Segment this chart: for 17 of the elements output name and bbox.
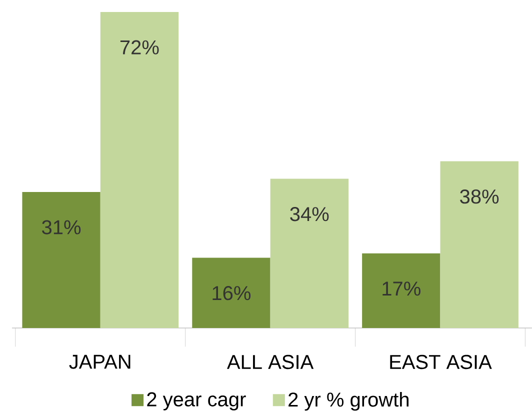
legend-label: 2 year cagr	[147, 392, 246, 410]
data-label: 16%	[212, 286, 251, 300]
bar	[192, 258, 270, 328]
data-label: 17%	[382, 282, 420, 296]
x-tick-label: ALL ASIA	[226, 354, 314, 370]
data-label: 31%	[42, 220, 81, 234]
data-label: 72%	[120, 40, 159, 54]
legend-label: 2 yr % growth	[288, 392, 408, 411]
bar	[440, 161, 518, 328]
x-tick-label: EAST ASIA	[390, 354, 492, 370]
bar	[270, 178, 348, 328]
data-label: 38%	[460, 189, 499, 204]
bar	[100, 12, 179, 328]
data-label: 34%	[290, 207, 329, 222]
bar	[362, 253, 440, 328]
bar	[22, 192, 100, 328]
x-tick-label: JAPAN	[69, 354, 130, 369]
